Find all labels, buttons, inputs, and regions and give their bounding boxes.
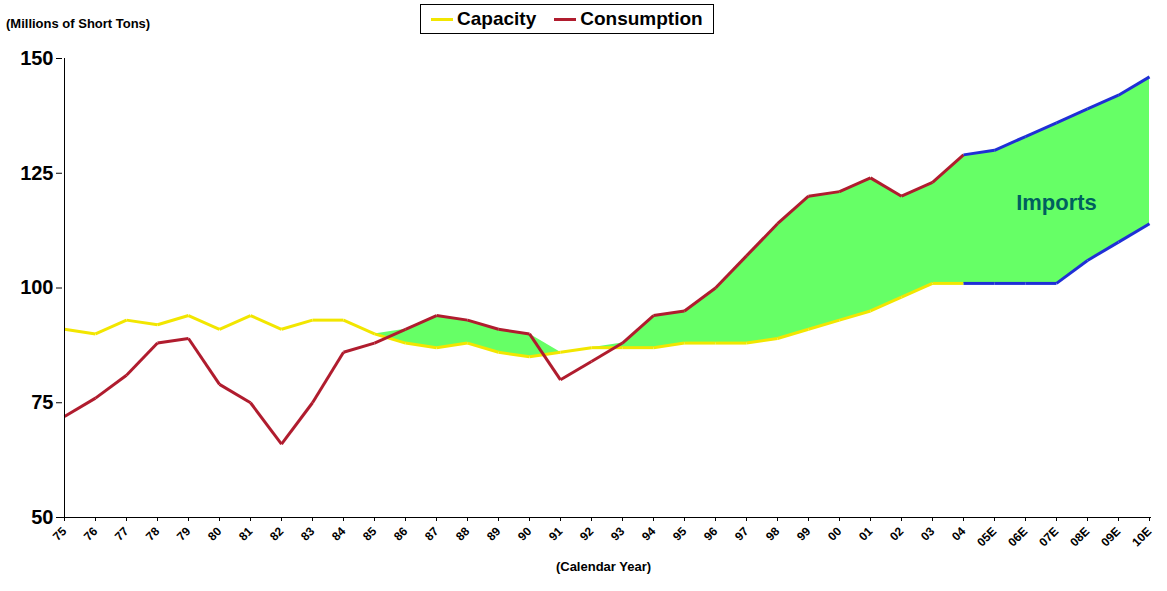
svg-text:88: 88: [453, 524, 473, 544]
svg-text:86: 86: [391, 524, 411, 544]
svg-text:07E: 07E: [1036, 524, 1061, 549]
html-text:(Millions of Short Tons): (Millions of Short Tons): [6, 16, 151, 31]
svg-text:05E: 05E: [974, 524, 999, 549]
svg-text:98: 98: [763, 524, 783, 544]
svg-text:75: 75: [50, 524, 70, 544]
svg-text:94: 94: [639, 524, 659, 544]
svg-text:87: 87: [422, 524, 442, 544]
svg-text:80: 80: [205, 524, 225, 544]
svg-text:02: 02: [887, 524, 907, 544]
svg-text:100: 100: [20, 276, 53, 298]
svg-text:79: 79: [174, 524, 194, 544]
svg-text:90: 90: [515, 524, 535, 544]
svg-text:93: 93: [608, 524, 628, 544]
svg-text:97: 97: [732, 524, 752, 544]
svg-text:77: 77: [112, 524, 132, 544]
svg-text:99: 99: [794, 524, 814, 544]
svg-text:03: 03: [918, 524, 938, 544]
svg-text:09E: 09E: [1098, 524, 1123, 549]
svg-text:76: 76: [81, 524, 101, 544]
svg-text:89: 89: [484, 524, 504, 544]
svg-text:08E: 08E: [1067, 524, 1092, 549]
svg-text:06E: 06E: [1005, 524, 1030, 549]
svg-text:95: 95: [670, 524, 690, 544]
svg-text:10E: 10E: [1129, 524, 1154, 549]
svg-text:83: 83: [298, 524, 318, 544]
svg-text:125: 125: [20, 162, 53, 184]
svg-text:Imports: Imports: [1016, 190, 1097, 215]
svg-text:00: 00: [825, 524, 845, 544]
svg-text:82: 82: [267, 524, 287, 544]
svg-text:01: 01: [856, 524, 876, 544]
svg-text:50: 50: [31, 506, 53, 528]
html-text:Consumption: Consumption: [580, 8, 703, 29]
svg-text:92: 92: [577, 524, 597, 544]
html-text:(Calendar Year): (Calendar Year): [555, 559, 652, 574]
html-text:Capacity: Capacity: [457, 8, 537, 29]
svg-text:91: 91: [546, 524, 566, 544]
svg-text:96: 96: [701, 524, 721, 544]
svg-text:85: 85: [360, 524, 380, 544]
svg-text:78: 78: [143, 524, 163, 544]
svg-text:04: 04: [949, 524, 969, 544]
svg-text:75: 75: [31, 391, 53, 413]
svg-text:150: 150: [20, 47, 53, 69]
svg-text:81: 81: [236, 524, 256, 544]
svg-text:84: 84: [329, 524, 349, 544]
